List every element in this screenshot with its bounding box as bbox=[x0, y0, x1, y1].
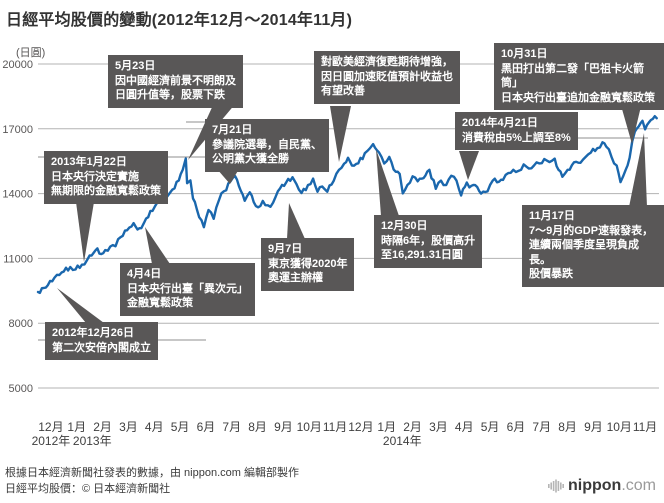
svg-text:6月: 6月 bbox=[507, 420, 526, 434]
source-line-2: 日經平均股價：© 日本經濟新聞社 bbox=[5, 482, 171, 495]
svg-text:1月: 1月 bbox=[377, 420, 396, 434]
logo-text-main: nippon bbox=[568, 477, 622, 494]
svg-text:5月: 5月 bbox=[481, 420, 500, 434]
annotation-dec30-2013: 12月30日 時隔6年，股價高升 至16,291.31日圓 bbox=[374, 215, 483, 268]
logo-text-suffix: .com bbox=[621, 477, 656, 494]
annotation-jul21-2013: 7月21日 參議院選舉，自民黨、 公明黨大獲全勝 bbox=[205, 119, 329, 172]
svg-text:10月: 10月 bbox=[607, 420, 632, 434]
svg-text:10月: 10月 bbox=[297, 420, 322, 434]
svg-text:5000: 5000 bbox=[9, 383, 33, 395]
annotation-may23-2013: 5月23日 因中國經濟前景不明朗及 日圓升值等，股票下跌 bbox=[108, 55, 243, 108]
svg-text:1月: 1月 bbox=[67, 420, 86, 434]
svg-text:3月: 3月 bbox=[429, 420, 448, 434]
svg-text:3月: 3月 bbox=[119, 420, 138, 434]
svg-text:17000: 17000 bbox=[2, 124, 33, 136]
annotation-eu-us-recovery: 對歐美經濟復甦期待增強， 因日圓加速貶值預計收益也 有望改善 bbox=[314, 51, 460, 104]
y-axis-unit-label: (日圓) bbox=[16, 47, 46, 59]
svg-text:8000: 8000 bbox=[9, 318, 33, 330]
axis-labels: 20000 17000 14000 11000 8000 5000 12月 1月 2月 3月 4月 5… bbox=[2, 59, 657, 448]
svg-text:4月: 4月 bbox=[145, 420, 164, 434]
svg-text:11000: 11000 bbox=[3, 253, 33, 265]
svg-text:11月: 11月 bbox=[633, 420, 657, 434]
svg-text:9月: 9月 bbox=[584, 420, 603, 434]
annotation-tails bbox=[57, 102, 647, 323]
source-line-1: 根據日本經濟新聞社發表的數據，由 nippon.com 編輯部製作 bbox=[5, 467, 299, 479]
svg-text:2013年: 2013年 bbox=[73, 434, 112, 448]
annotation-dec26-2012: 2012年12月26日 第二次安倍內閣成立 bbox=[45, 322, 158, 361]
svg-text:12月: 12月 bbox=[38, 420, 63, 434]
svg-text:9月: 9月 bbox=[274, 420, 293, 434]
svg-text:11月: 11月 bbox=[323, 420, 347, 434]
svg-text:5月: 5月 bbox=[171, 420, 190, 434]
svg-text:4月: 4月 bbox=[455, 420, 474, 434]
svg-text:7月: 7月 bbox=[222, 420, 241, 434]
svg-text:14000: 14000 bbox=[2, 189, 33, 201]
svg-text:2014年: 2014年 bbox=[383, 434, 422, 448]
svg-text:2月: 2月 bbox=[93, 420, 112, 434]
svg-text:6月: 6月 bbox=[197, 420, 216, 434]
annotation-nov17-2014: 11月17日 7～9月的GDP速報發表， 連續兩個季度呈現負成長。 股價暴跌 bbox=[522, 205, 664, 287]
svg-text:20000: 20000 bbox=[2, 59, 33, 71]
svg-text:12月: 12月 bbox=[348, 420, 373, 434]
nippon-com-logo: nippon.com bbox=[548, 477, 656, 495]
chart-title: 日經平均股價的變動(2012年12月～2014年11月) bbox=[6, 12, 353, 29]
svg-text:2012年: 2012年 bbox=[32, 434, 71, 448]
series-line bbox=[36, 114, 658, 295]
svg-text:2月: 2月 bbox=[403, 420, 422, 434]
annotation-jan22-2013: 2013年1月22日 日本央行決定實施 無期限的金融寬鬆政策 bbox=[44, 151, 168, 204]
source-note: 根據日本經濟新聞社發表的數據，由 nippon.com 編輯部製作 日經平均股價… bbox=[5, 466, 299, 498]
svg-text:8月: 8月 bbox=[558, 420, 577, 434]
svg-text:7月: 7月 bbox=[532, 420, 551, 434]
annotation-apr21-2014: 2014年4月21日 消費稅由5%上調至8% bbox=[455, 112, 578, 151]
annotation-oct31-2014: 10月31日 黑田打出第二發「巴祖卡火箭筒」 日本央行出臺追加金融寬鬆政策 bbox=[494, 43, 664, 111]
svg-text:8月: 8月 bbox=[248, 420, 267, 434]
nippon-logo-icon bbox=[548, 479, 565, 493]
annotation-sep7-2013: 9月7日 東京獲得2020年 奧運主辦權 bbox=[261, 238, 355, 291]
annotation-apr4-2013: 4月4日 日本央行出臺「異次元」 金融寬鬆政策 bbox=[120, 263, 255, 316]
